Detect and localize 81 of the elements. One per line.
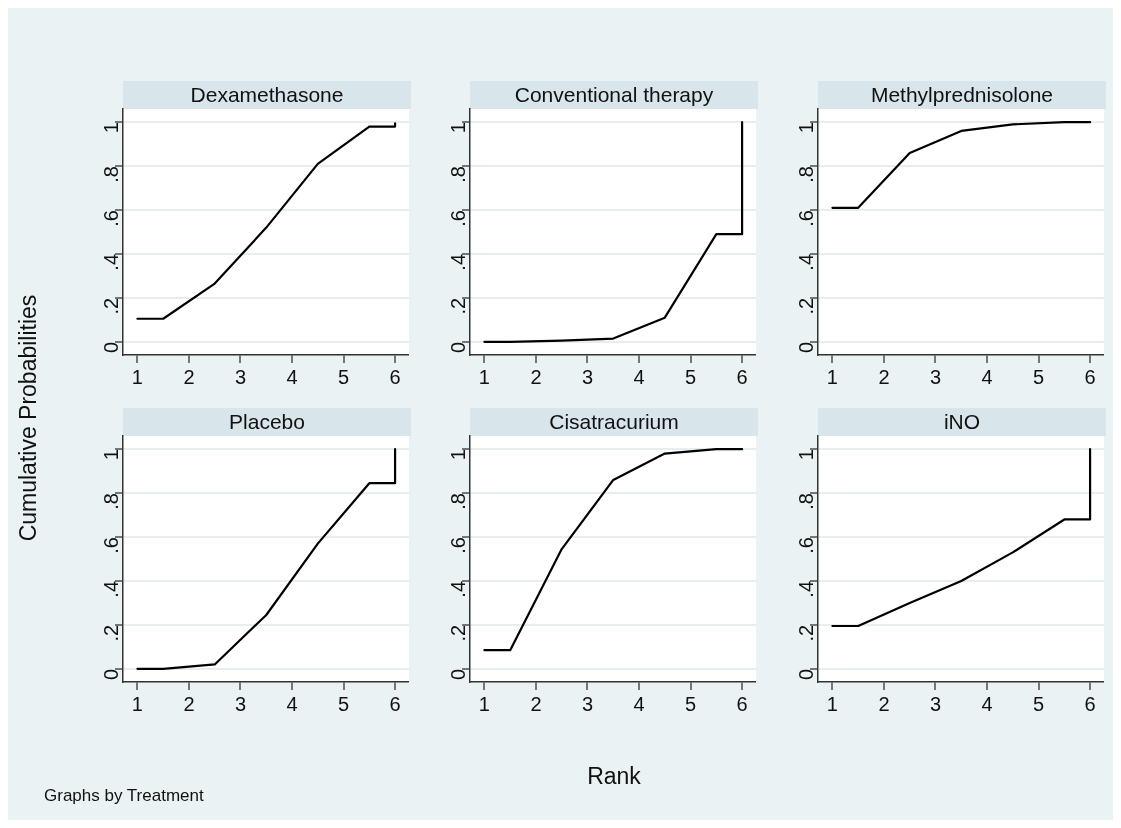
y-tick-label: .8 — [99, 493, 122, 510]
y-tick-label: .2 — [794, 624, 817, 642]
x-tick-label: 2 — [530, 692, 542, 715]
x-tick-label: 1 — [131, 365, 143, 388]
y-tick-label: .4 — [446, 253, 469, 271]
x-tick-label: 5 — [1032, 365, 1045, 388]
y-tick-label: 0 — [99, 341, 122, 353]
x-tick-label: 1 — [478, 692, 490, 715]
x-tick-label: 4 — [981, 365, 993, 388]
y-tick-label: .2 — [99, 624, 122, 642]
x-tick-label: 4 — [981, 692, 993, 715]
x-tick-label: 6 — [389, 692, 401, 715]
y-tick-label: .2 — [446, 297, 469, 315]
y-tick-label: 1 — [99, 449, 122, 461]
chart-title: Dexamethasone — [123, 81, 411, 109]
y-tick-label: .6 — [99, 537, 122, 554]
y-tick-label: 1 — [794, 449, 817, 461]
x-tick-label: 2 — [878, 365, 890, 388]
x-tick-label: 4 — [286, 692, 298, 715]
x-tick-label: 3 — [581, 692, 594, 715]
y-tick-label: .2 — [794, 297, 817, 315]
x-tick-label: 4 — [633, 365, 645, 388]
x-tick-label: 2 — [183, 365, 195, 388]
y-tick-label: .6 — [446, 537, 469, 554]
x-tick-label: 6 — [736, 365, 748, 388]
y-tick-label: .8 — [446, 166, 469, 183]
y-tick-label: .8 — [794, 493, 817, 510]
x-tick-label: 3 — [234, 692, 247, 715]
chart-title: Placebo — [123, 408, 411, 436]
x-tick-label: 5 — [684, 365, 697, 388]
x-axis-title: Rank — [587, 763, 641, 790]
y-tick-label: .6 — [794, 210, 817, 227]
x-tick-label: 1 — [826, 692, 838, 715]
chart-title: iNO — [818, 408, 1106, 436]
y-tick-label: .2 — [446, 624, 469, 642]
y-tick-label: .4 — [99, 253, 122, 271]
y-tick-label: .6 — [446, 210, 469, 227]
x-tick-label: 6 — [389, 365, 401, 388]
x-tick-label: 5 — [1032, 692, 1045, 715]
y-tick-label: .6 — [99, 210, 122, 227]
y-tick-label: 1 — [446, 122, 469, 134]
y-tick-label: .4 — [794, 580, 817, 598]
x-tick-label: 1 — [478, 365, 490, 388]
x-tick-label: 4 — [286, 365, 298, 388]
text: Graphs by Treatment — [44, 786, 204, 806]
x-tick-label: 6 — [1084, 692, 1096, 715]
x-tick-label: 2 — [878, 692, 890, 715]
x-tick-label: 5 — [684, 692, 697, 715]
x-tick-label: 3 — [581, 365, 594, 388]
y-axis-title: Cumulative Probabilities — [14, 294, 42, 542]
chart-title: Cisatracurium — [470, 408, 758, 436]
x-tick-label: 1 — [826, 365, 838, 388]
chart-title: Methylprednisolone — [818, 81, 1106, 109]
y-tick-label: .2 — [99, 297, 122, 315]
x-tick-label: 6 — [736, 692, 748, 715]
x-tick-label: 5 — [337, 692, 350, 715]
y-tick-label: .6 — [794, 537, 817, 554]
y-tick-label: .8 — [794, 166, 817, 183]
y-tick-label: .4 — [794, 253, 817, 271]
y-tick-label: 1 — [446, 449, 469, 461]
x-tick-label: 3 — [929, 692, 942, 715]
y-tick-label: 0 — [446, 341, 469, 353]
y-tick-label: .8 — [446, 493, 469, 510]
chart-title: Conventional therapy — [470, 81, 758, 109]
y-tick-label: .8 — [99, 166, 122, 183]
y-tick-label: 0 — [446, 668, 469, 680]
y-tick-label: 0 — [794, 668, 817, 680]
x-tick-label: 1 — [131, 692, 143, 715]
y-tick-label: .4 — [446, 580, 469, 598]
x-tick-label: 2 — [530, 365, 542, 388]
x-tick-label: 6 — [1084, 365, 1096, 388]
y-tick-label: 1 — [99, 122, 122, 134]
x-tick-label: 3 — [234, 365, 247, 388]
y-tick-label: .4 — [99, 580, 122, 598]
y-tick-label: 0 — [99, 668, 122, 680]
y-tick-label: 1 — [794, 122, 817, 134]
x-tick-label: 3 — [929, 365, 942, 388]
x-tick-label: 2 — [183, 692, 195, 715]
y-tick-label: 0 — [794, 341, 817, 353]
x-tick-label: 4 — [633, 692, 645, 715]
x-tick-label: 5 — [337, 365, 350, 388]
